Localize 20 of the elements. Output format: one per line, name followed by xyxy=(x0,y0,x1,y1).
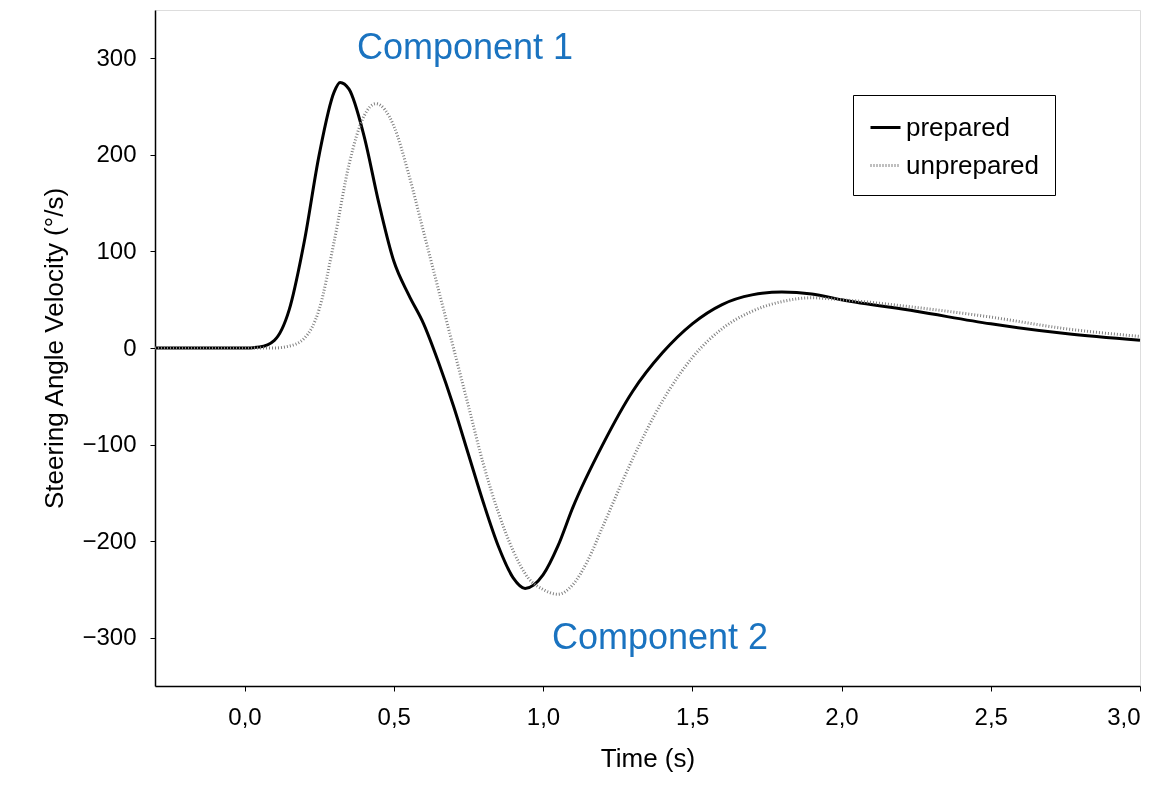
legend-label: unprepared xyxy=(906,149,1039,180)
y-tick-label: 200 xyxy=(96,140,137,168)
y-tick-label: 300 xyxy=(96,43,137,71)
x-tick-label: 2,0 xyxy=(825,702,859,730)
y-tick-label: −300 xyxy=(82,623,137,651)
annotation: Component 1 xyxy=(356,26,574,67)
y-axis-title: Steering Angle Velocity (°/s) xyxy=(39,187,70,510)
x-tick-label: 2,5 xyxy=(974,702,1008,730)
y-tick-label: −200 xyxy=(82,526,137,554)
y-tick-label: 0 xyxy=(123,333,137,361)
y-tick-label: −100 xyxy=(82,430,137,458)
x-tick-label: 0,5 xyxy=(377,702,411,730)
x-axis-title: Time (s) xyxy=(600,742,696,773)
y-tick-label: 100 xyxy=(96,236,137,264)
x-tick-label: 0,0 xyxy=(228,702,262,730)
x-tick-label: 1,5 xyxy=(676,702,710,730)
x-tick-label: 1,0 xyxy=(526,702,561,730)
annotation: Component 2 xyxy=(551,616,769,657)
legend-label: prepared xyxy=(906,111,1011,142)
x-tick-label: 3,0 xyxy=(1107,702,1141,730)
